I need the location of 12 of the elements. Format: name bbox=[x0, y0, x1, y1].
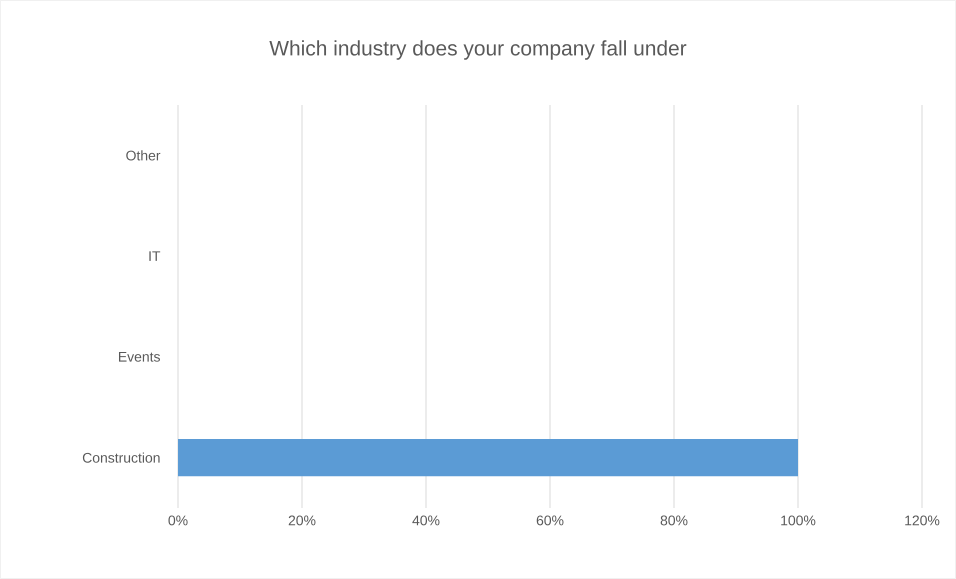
chart-title: Which industry does your company fall under bbox=[269, 40, 686, 60]
y-tick-label: Construction bbox=[82, 452, 160, 463]
x-tick-label: 20% bbox=[288, 515, 316, 526]
x-tick-label: 80% bbox=[660, 515, 688, 526]
y-tick-label: Other bbox=[126, 150, 160, 160]
x-tick-label: 60% bbox=[536, 515, 564, 526]
x-tick-label: 120% bbox=[905, 515, 940, 526]
x-tick-label: 100% bbox=[781, 515, 816, 526]
x-tick-label: 40% bbox=[412, 515, 440, 526]
y-tick-label: Events bbox=[118, 352, 160, 362]
x-tick-label: 0% bbox=[168, 515, 188, 526]
y-tick-label: IT bbox=[149, 251, 160, 261]
